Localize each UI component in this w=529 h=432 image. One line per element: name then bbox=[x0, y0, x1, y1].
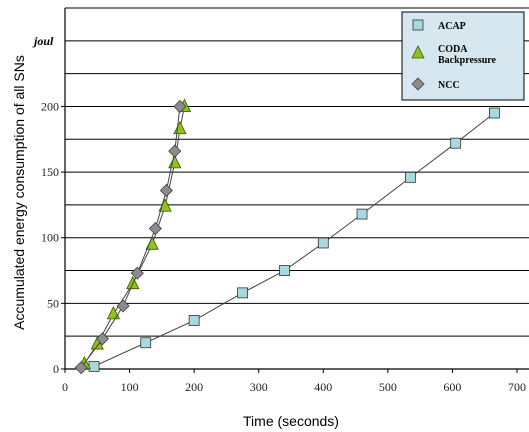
x-tick-label-100: 100 bbox=[121, 380, 139, 394]
legend-label-coda-backpressure: CODA Backpressure bbox=[438, 44, 497, 66]
y-axis-title: Accumulated energy consumption of all SN… bbox=[11, 55, 27, 330]
point-coda-backpressure-6 bbox=[168, 155, 182, 169]
series bbox=[74, 98, 500, 375]
x-tick-label-400: 400 bbox=[314, 380, 332, 394]
axes bbox=[61, 7, 529, 373]
y-tick-label-100: 100 bbox=[41, 231, 59, 245]
point-acap-2 bbox=[188, 315, 200, 326]
series-line-acap bbox=[93, 112, 495, 367]
point-ncc-4 bbox=[148, 221, 162, 236]
point-coda-backpressure-2 bbox=[106, 305, 121, 320]
point-acap-1 bbox=[140, 337, 152, 349]
point-ncc-0 bbox=[74, 361, 88, 375]
point-acap-8 bbox=[450, 137, 462, 149]
y-tick-label-150: 150 bbox=[41, 165, 59, 179]
point-acap-9 bbox=[488, 107, 500, 119]
x-tick-label-600: 600 bbox=[443, 380, 461, 394]
x-tick-label-0: 0 bbox=[62, 380, 68, 394]
legend-label-acap: ACAP bbox=[438, 21, 466, 32]
series-line-ncc bbox=[80, 106, 181, 368]
point-acap-7 bbox=[405, 171, 416, 183]
point-acap-3 bbox=[237, 287, 248, 299]
point-ncc-1 bbox=[95, 332, 110, 346]
point-acap-0 bbox=[88, 360, 100, 372]
y-axis-unit: joul bbox=[32, 34, 54, 48]
point-ncc-5 bbox=[159, 183, 173, 198]
series-coda-backpressure bbox=[77, 98, 192, 370]
legend-marker-ncc bbox=[411, 77, 425, 91]
x-axis-title: Time (seconds) bbox=[243, 413, 339, 429]
x-tick-label-300: 300 bbox=[250, 380, 268, 394]
series-line-coda-backpressure bbox=[83, 106, 185, 365]
y-tick-label-0: 0 bbox=[53, 362, 59, 376]
point-acap-4 bbox=[279, 265, 290, 276]
x-tick-label-200: 200 bbox=[185, 380, 203, 394]
series-acap bbox=[88, 107, 500, 372]
legend: ACAP CODA Backpressure NCC bbox=[401, 11, 525, 101]
point-ncc-7 bbox=[173, 99, 187, 114]
legend-marker-coda-backpressure bbox=[411, 45, 425, 59]
y-tick-label-50: 50 bbox=[47, 296, 59, 310]
point-acap-6 bbox=[356, 208, 368, 220]
point-coda-backpressure-7 bbox=[173, 120, 187, 135]
point-ncc-6 bbox=[168, 144, 182, 158]
legend-label-ncc: NCC bbox=[438, 80, 460, 91]
point-acap-5 bbox=[317, 237, 329, 249]
point-ncc-2 bbox=[116, 299, 130, 313]
point-ncc-3 bbox=[130, 266, 144, 280]
series-ncc bbox=[74, 99, 187, 375]
tick-labels: 0 100 200 300 400 500 600 700 0 50 100 150 200 bbox=[41, 99, 526, 394]
x-tick-label-700: 700 bbox=[508, 380, 526, 394]
legend-marker-acap bbox=[412, 19, 424, 31]
x-tick-label-500: 500 bbox=[379, 380, 397, 394]
y-tick-label-200: 200 bbox=[41, 99, 59, 113]
